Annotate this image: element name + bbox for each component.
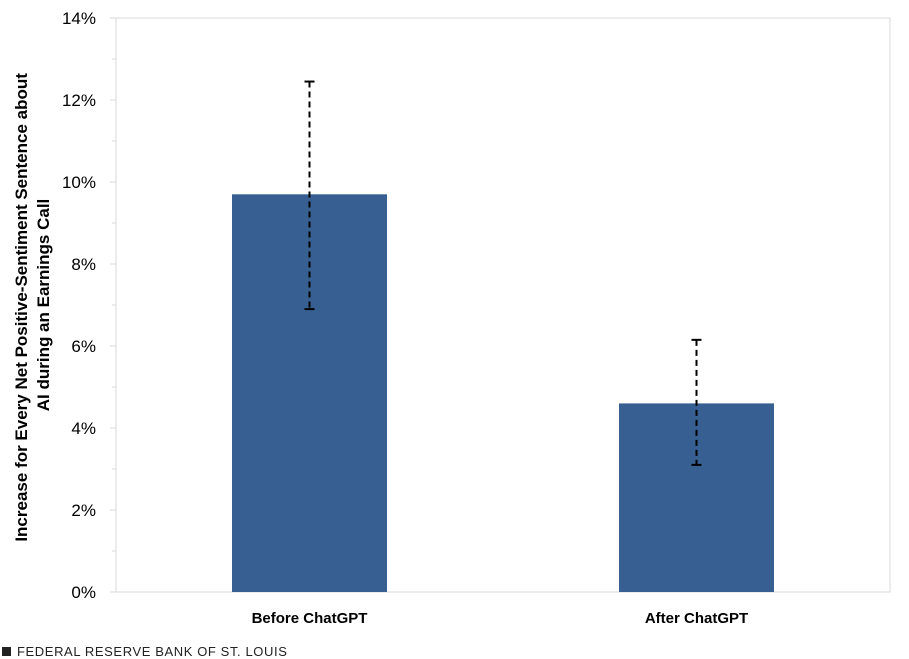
y-tick-label: 14% [62,9,96,28]
y-tick-label: 0% [71,583,96,602]
error-bars [304,80,702,466]
square-icon [2,647,11,656]
bars [232,194,774,593]
y-axis-label: Increase for Every Net Positive-Sentimen… [12,68,53,541]
y-tick-label: 4% [71,419,96,438]
footer: FEDERAL RESERVE BANK OF ST. LOUIS [2,644,287,659]
y-tick-label: 12% [62,91,96,110]
category-labels: Before ChatGPT After ChatGPT [252,610,749,627]
y-axis-label-line-2: AI during an Earnings Call [34,199,53,412]
category-label: Before ChatGPT [252,610,368,627]
y-tick-label: 6% [71,337,96,356]
bar [232,194,387,593]
bar-chart: 0% 2% 4% 6% 8% 10% 12% 14% Before ChatGPT After … [12,9,891,627]
source-label: FEDERAL RESERVE BANK OF ST. LOUIS [17,644,288,659]
y-tick-label: 8% [71,255,96,274]
y-axis-label-line-1: Increase for Every Net Positive-Sentimen… [12,73,31,542]
y-tick-label: 10% [62,173,96,192]
category-label: After ChatGPT [645,610,748,627]
y-tick-label: 2% [71,501,96,520]
y-axis-ticks: 0% 2% 4% 6% 8% 10% 12% 14% [62,9,116,602]
